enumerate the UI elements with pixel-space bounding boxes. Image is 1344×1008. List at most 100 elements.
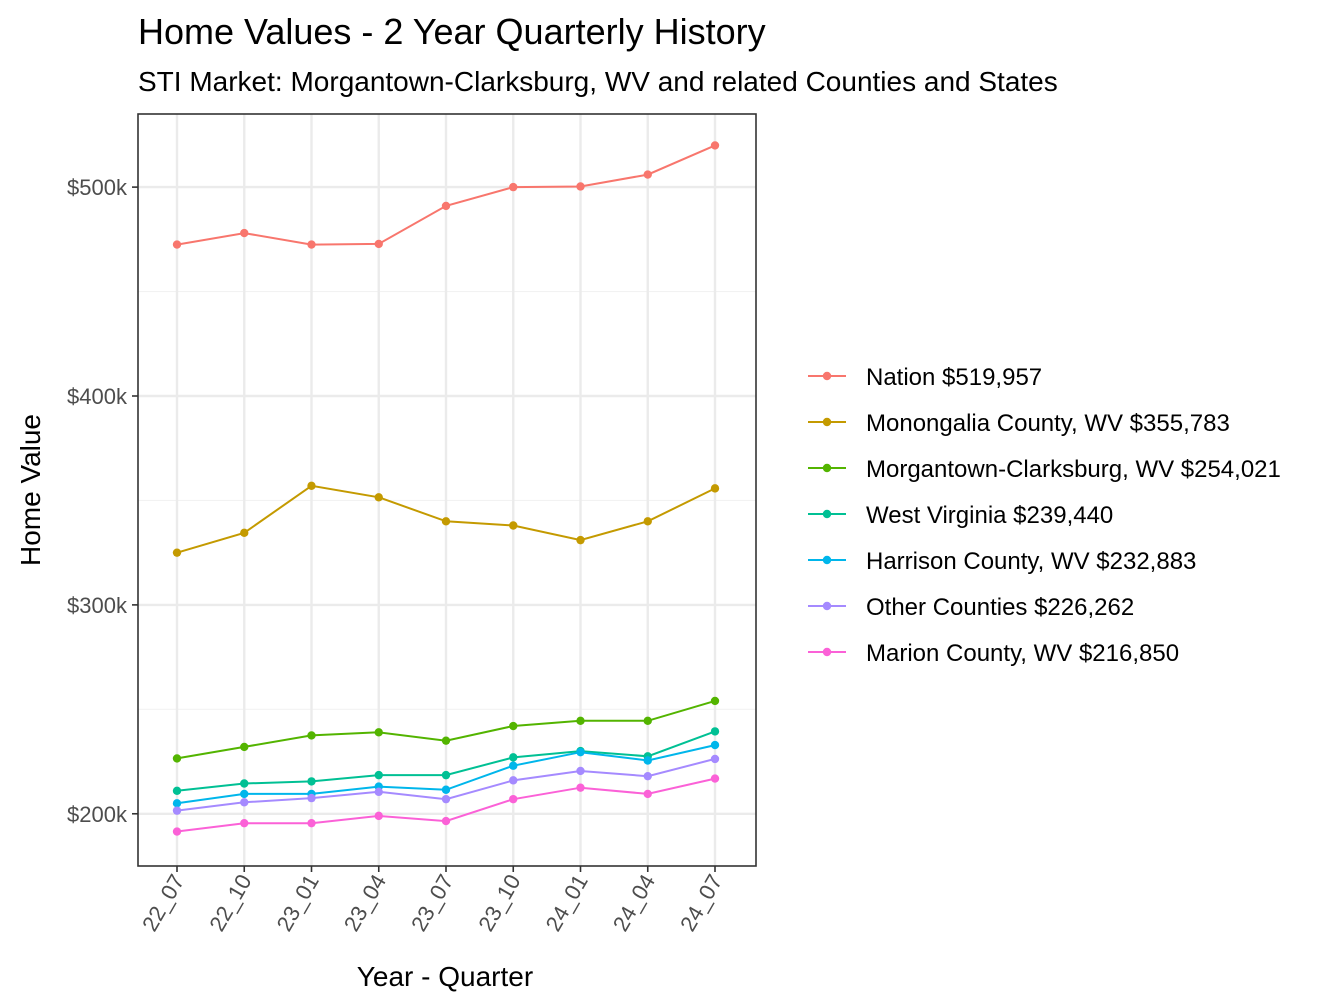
- x-tick-label: 23_10: [473, 870, 525, 935]
- x-axis: 22_07 22_10 23_01 23_04 23_07 23_10 24_01 24_04…: [137, 866, 727, 935]
- data-point: [441, 517, 451, 526]
- legend-key-point: [822, 647, 832, 657]
- data-point: [307, 731, 316, 740]
- legend: Nation $519,957 Monongalia County, WV $35…: [808, 364, 1281, 667]
- data-point: [710, 727, 720, 736]
- data-point: [240, 779, 249, 788]
- data-point: [172, 754, 182, 763]
- data-point: [509, 182, 518, 192]
- series-6: [172, 774, 720, 836]
- data-point: [710, 740, 720, 750]
- data-point: [172, 786, 182, 795]
- legend-label: Nation $519,957: [866, 364, 1042, 391]
- data-point: [172, 799, 182, 808]
- legend-key-point: [822, 601, 832, 611]
- data-point: [307, 818, 316, 828]
- data-point: [307, 481, 316, 491]
- legend-label: Monongalia County, WV $355,783: [866, 410, 1230, 437]
- series-0: [172, 141, 720, 249]
- legend-item: Other Counties $226,262: [808, 594, 1134, 621]
- legend-label: West Virginia $239,440: [866, 502, 1113, 529]
- data-point: [172, 548, 182, 557]
- legend-item: Marion County, WV $216,850: [808, 640, 1179, 667]
- data-point: [172, 240, 182, 249]
- legend-label: Harrison County, WV $232,883: [866, 548, 1196, 575]
- data-point: [576, 716, 585, 726]
- y-tick-label: $200k: [67, 802, 128, 827]
- series-1: [172, 481, 720, 557]
- data-point: [509, 753, 518, 762]
- legend-item: Morgantown-Clarksburg, WV $254,021: [808, 456, 1281, 483]
- data-point: [643, 716, 652, 726]
- data-point: [710, 484, 720, 493]
- x-tick-label: 23_01: [272, 870, 324, 935]
- series-layer: [172, 141, 720, 836]
- legend-key-point: [822, 555, 832, 565]
- legend-label: Marion County, WV $216,850: [866, 640, 1179, 667]
- data-point: [307, 793, 316, 803]
- y-tick-label: $500k: [67, 175, 128, 200]
- data-point: [509, 776, 518, 785]
- data-point: [643, 756, 652, 765]
- x-tick-label: 22_07: [137, 870, 189, 935]
- data-point: [374, 493, 383, 502]
- legend-key-point: [822, 371, 832, 381]
- y-axis-title: Home Value: [15, 414, 46, 566]
- x-tick-label: 23_07: [406, 870, 458, 935]
- data-point: [509, 721, 518, 731]
- data-point: [374, 787, 383, 797]
- series-2: [172, 696, 720, 763]
- data-point: [240, 742, 249, 752]
- data-point: [710, 696, 720, 706]
- data-point: [643, 771, 652, 781]
- legend-key-point: [822, 463, 832, 473]
- x-tick-label: 24_04: [608, 870, 660, 935]
- x-tick-label: 24_01: [541, 870, 593, 935]
- legend-item: Nation $519,957: [808, 364, 1042, 391]
- legend-item: West Virginia $239,440: [808, 502, 1113, 529]
- panel-border: [137, 113, 757, 867]
- data-point: [240, 818, 249, 828]
- data-point: [240, 528, 249, 538]
- data-point: [643, 789, 652, 799]
- data-point: [441, 794, 451, 804]
- y-axis: $200k $300k $400k $500k: [67, 175, 138, 827]
- legend-item: Monongalia County, WV $355,783: [808, 410, 1230, 437]
- data-point: [307, 240, 316, 249]
- data-point: [710, 141, 720, 150]
- x-tick-label: 24_07: [675, 870, 727, 935]
- data-point: [576, 535, 585, 545]
- chart-subtitle: STI Market: Morgantown-Clarksburg, WV an…: [138, 66, 1058, 97]
- plot-border: [137, 113, 757, 867]
- data-point: [576, 747, 585, 757]
- data-point: [240, 789, 249, 799]
- data-point: [172, 806, 182, 815]
- y-tick-label: $300k: [67, 593, 128, 618]
- data-point: [643, 517, 652, 526]
- data-point: [441, 736, 451, 745]
- y-tick-label: $400k: [67, 384, 128, 409]
- legend-key-point: [822, 417, 832, 427]
- data-point: [307, 777, 316, 786]
- data-point: [441, 201, 451, 211]
- data-point: [441, 785, 451, 794]
- data-point: [374, 770, 383, 780]
- chart-title: Home Values - 2 Year Quarterly History: [138, 11, 766, 52]
- x-axis-title: Year - Quarter: [357, 961, 533, 992]
- data-point: [441, 816, 451, 826]
- data-point: [240, 228, 249, 238]
- data-point: [374, 728, 383, 737]
- data-point: [576, 766, 585, 776]
- data-point: [509, 521, 518, 530]
- data-point: [710, 754, 720, 764]
- data-point: [576, 783, 585, 792]
- data-point: [441, 770, 451, 780]
- data-point: [374, 811, 383, 821]
- legend-item: Harrison County, WV $232,883: [808, 548, 1196, 575]
- series-5: [172, 754, 720, 815]
- x-tick-label: 23_04: [339, 870, 391, 935]
- data-point: [643, 170, 652, 179]
- x-tick-label: 22_10: [204, 870, 256, 935]
- legend-label: Other Counties $226,262: [866, 594, 1134, 621]
